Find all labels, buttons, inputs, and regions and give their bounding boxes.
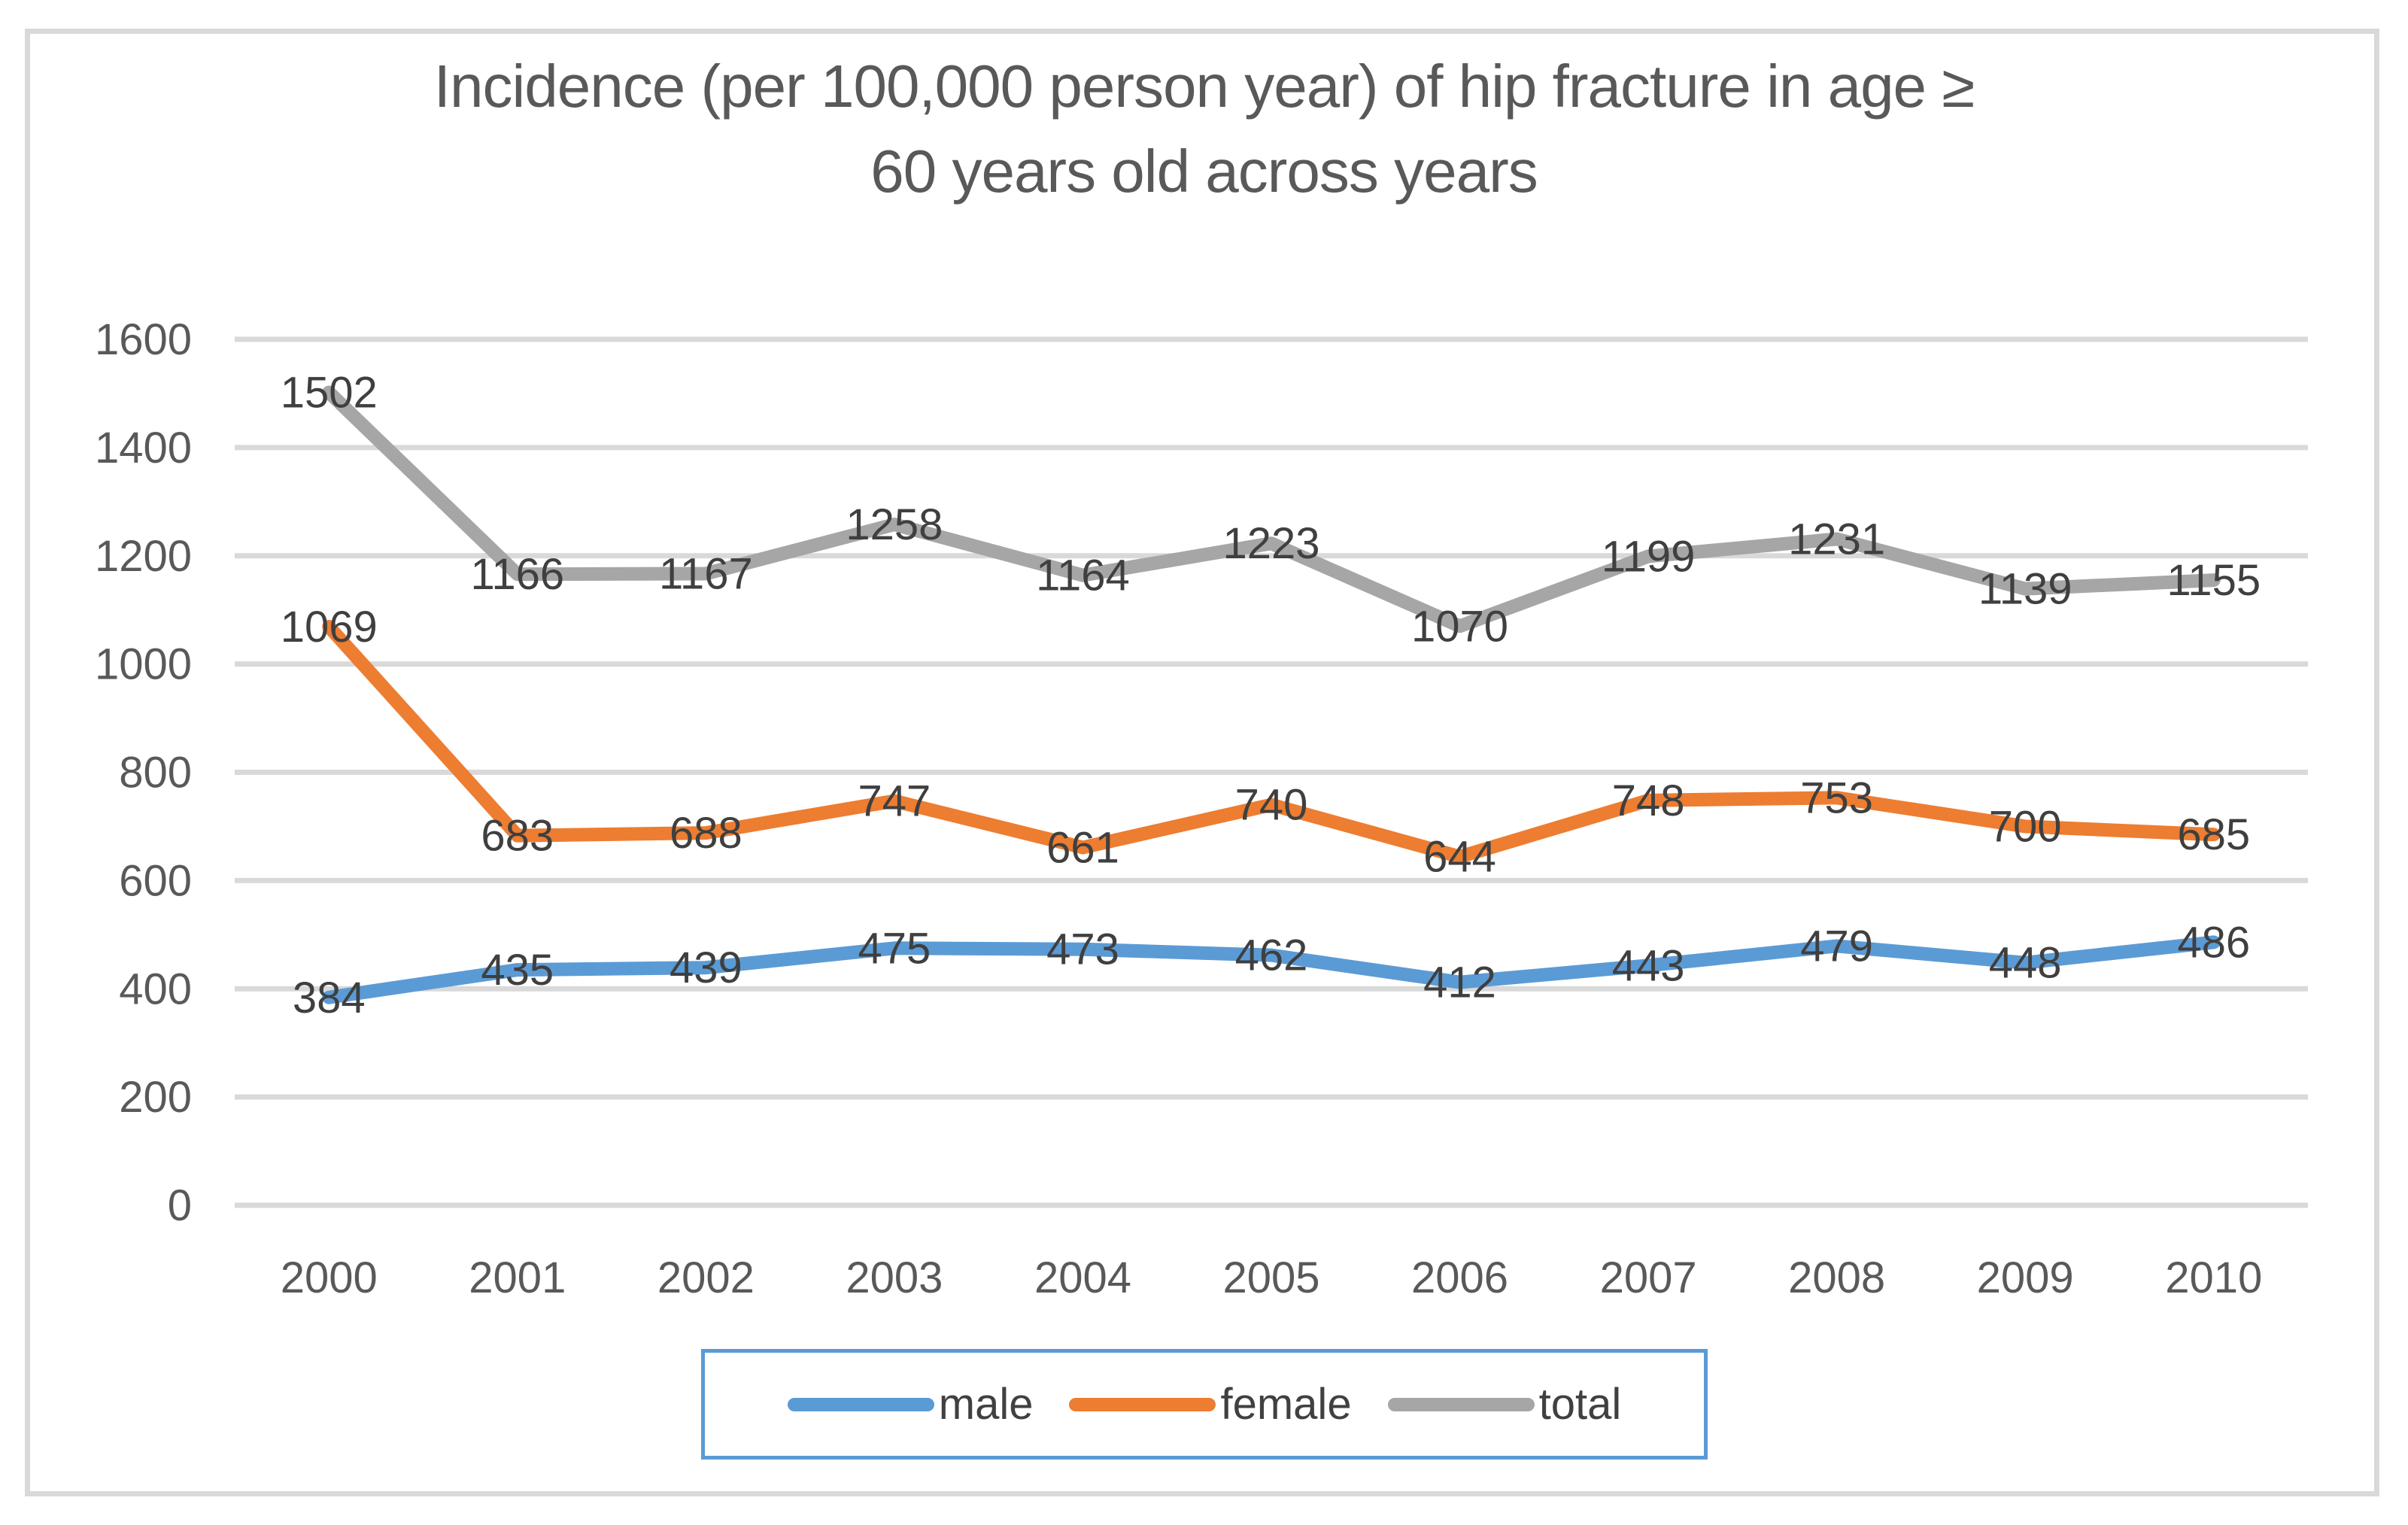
data-label-female: 753 bbox=[1800, 773, 1873, 822]
x-tick-label: 2007 bbox=[1600, 1253, 1697, 1302]
data-label-male: 443 bbox=[1612, 941, 1685, 990]
data-label-total: 1223 bbox=[1222, 519, 1319, 568]
y-tick-label: 600 bbox=[119, 856, 192, 905]
y-tick-label: 0 bbox=[168, 1181, 192, 1230]
legend: male female total bbox=[701, 1349, 1708, 1460]
data-label-male: 475 bbox=[858, 924, 931, 973]
y-tick-label: 800 bbox=[119, 749, 192, 797]
legend-swatch-total bbox=[1387, 1397, 1535, 1411]
data-label-female: 683 bbox=[481, 812, 554, 861]
data-label-female: 1069 bbox=[281, 603, 378, 652]
data-label-male: 462 bbox=[1235, 931, 1308, 980]
data-label-male: 479 bbox=[1800, 922, 1873, 971]
data-label-male: 486 bbox=[2177, 918, 2250, 967]
data-label-male: 412 bbox=[1423, 958, 1496, 1007]
gridlines bbox=[235, 336, 2308, 1208]
y-tick-label: 1000 bbox=[95, 640, 192, 689]
series-line-total bbox=[322, 385, 2221, 633]
data-label-total: 1139 bbox=[1978, 565, 2072, 614]
legend-label-female: female bbox=[1220, 1379, 1352, 1429]
legend-item-male: male bbox=[787, 1379, 1034, 1429]
data-label-total: 1155 bbox=[2167, 556, 2261, 605]
y-tick-label: 1200 bbox=[95, 532, 192, 581]
data-label-total: 1199 bbox=[1602, 532, 1696, 581]
series-line-male bbox=[322, 935, 2221, 1004]
y-tick-label: 200 bbox=[119, 1073, 192, 1122]
x-tick-label: 2005 bbox=[1222, 1253, 1319, 1302]
data-label-total: 1231 bbox=[1788, 515, 1885, 564]
x-tick-label: 2002 bbox=[657, 1253, 755, 1302]
x-tick-label: 2000 bbox=[281, 1253, 378, 1302]
data-label-female: 644 bbox=[1423, 833, 1496, 882]
x-tick-label: 2009 bbox=[1977, 1253, 2074, 1302]
legend-label-total: total bbox=[1538, 1379, 1622, 1429]
x-tick-label: 2003 bbox=[846, 1253, 943, 1302]
x-tick-label: 2001 bbox=[469, 1253, 566, 1302]
data-label-male: 384 bbox=[293, 974, 366, 1022]
data-label-male: 448 bbox=[1989, 939, 2062, 988]
data-label-female: 748 bbox=[1612, 776, 1685, 825]
data-label-female: 747 bbox=[858, 777, 931, 826]
x-axis-tick-labels: 2000 2001 2002 2003 2004 2005 2006 2007 2008 2009… bbox=[281, 1253, 2262, 1302]
data-label-total: 1164 bbox=[1036, 551, 1130, 600]
y-tick-label: 1600 bbox=[95, 315, 192, 364]
series-line-female bbox=[322, 619, 2221, 864]
x-tick-label: 2006 bbox=[1411, 1253, 1508, 1302]
x-tick-label: 2004 bbox=[1034, 1253, 1131, 1302]
x-tick-label: 2010 bbox=[2165, 1253, 2262, 1302]
legend-item-female: female bbox=[1069, 1379, 1352, 1429]
data-label-total: 1166 bbox=[470, 550, 564, 599]
data-label-male: 439 bbox=[670, 943, 742, 992]
chart-title-line1: Incidence (per 100,000 person year) of h… bbox=[433, 53, 1975, 120]
legend-swatch-male bbox=[787, 1397, 934, 1411]
data-label-female: 661 bbox=[1046, 823, 1119, 872]
data-label-female: 688 bbox=[670, 809, 742, 858]
data-label-female: 685 bbox=[2177, 810, 2250, 859]
chart-title-line2: 60 years old across years bbox=[870, 138, 1538, 205]
legend-item-total: total bbox=[1387, 1379, 1622, 1429]
data-label-total: 1502 bbox=[281, 368, 378, 417]
y-axis-tick-labels: 0 200 400 600 800 1000 1200 1400 1600 bbox=[95, 315, 192, 1230]
data-label-total: 1070 bbox=[1411, 602, 1508, 651]
data-label-total: 1167 bbox=[659, 549, 753, 598]
data-labels: 384 435 439 475 473 462 412 443 479 448 486 1069 683… bbox=[281, 368, 2261, 1022]
y-tick-label: 400 bbox=[119, 965, 192, 1013]
y-tick-label: 1400 bbox=[95, 424, 192, 472]
legend-swatch-female bbox=[1069, 1397, 1216, 1411]
data-label-male: 473 bbox=[1046, 925, 1119, 974]
data-label-male: 435 bbox=[481, 946, 554, 995]
x-tick-label: 2008 bbox=[1788, 1253, 1885, 1302]
chart-frame bbox=[25, 29, 2379, 1496]
data-label-total: 1258 bbox=[846, 500, 943, 549]
data-label-female: 700 bbox=[1989, 802, 2062, 851]
chart-title: Incidence (per 100,000 person year) of h… bbox=[0, 44, 2408, 214]
legend-label-male: male bbox=[938, 1379, 1034, 1429]
data-label-female: 740 bbox=[1235, 781, 1308, 830]
